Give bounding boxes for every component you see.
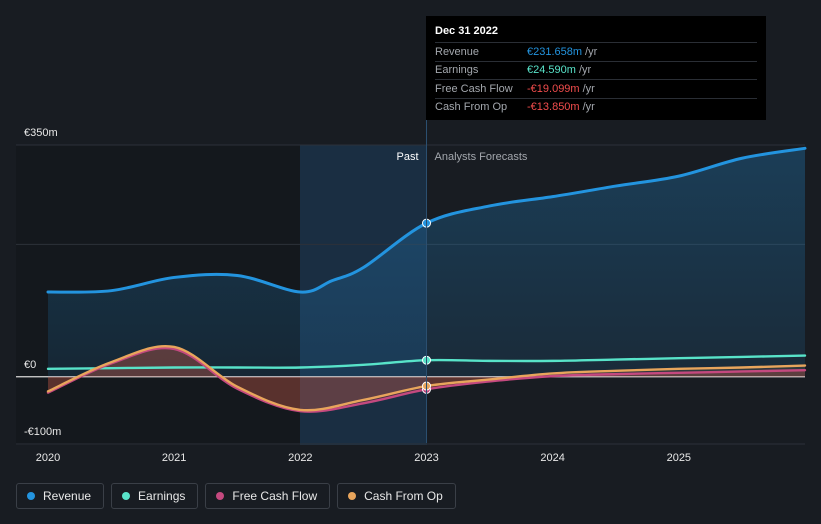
tooltip-value: €231.658m [527,45,583,58]
legend-label: Earnings [138,489,186,503]
legend-item-earnings[interactable]: Earnings [111,483,199,509]
tooltip-label: Revenue [435,45,480,58]
x-tick-label: 2024 [540,452,564,464]
tooltip-unit: /yr [585,45,598,58]
x-tick-label: 2022 [288,452,312,464]
x-tick-label: 2023 [414,452,438,464]
y-tick-label: €350m [24,127,58,139]
tooltip-value: -€13.850m [527,101,580,114]
legend: Revenue Earnings Free Cash Flow Cash Fro… [16,483,456,511]
cash-from-op-line [46,344,807,412]
revenue-dot-icon [27,492,35,500]
earnings-dot-icon [122,492,131,500]
x-tick-label: 2021 [162,452,186,464]
y-tick-label: -€100m [24,426,61,438]
legend-item-revenue[interactable]: Revenue [16,483,105,509]
free-cash-flow-dot-icon [216,492,225,500]
tooltip-row-revenue: Revenue €231.658m /yr [435,42,757,61]
tooltip-unit: /yr [582,82,595,95]
free-cash-flow-line [46,346,807,413]
tooltip-row-cash-from-op: Cash From Op -€13.850m /yr [435,97,757,117]
tooltip-unit: /yr [582,101,595,114]
tooltip-value: €24.590m [527,64,576,77]
legend-item-cash-from-op[interactable]: Cash From Op [337,483,456,509]
financials-chart: Past Analysts Forecasts €350m €0 -€100m 2020 2… [16,120,807,464]
tooltip-label: Earnings [435,64,479,77]
forecast-label: Analysts Forecasts [435,151,528,163]
x-tick-label: 2020 [36,452,60,464]
y-tick-label: €0 [24,359,36,371]
tooltip-date: Dec 31 2022 [435,25,498,37]
tooltip-label: Cash From Op [435,101,508,114]
past-label: Past [396,151,418,163]
tooltip-unit: /yr [578,64,592,77]
legend-label: Cash From Op [364,489,443,503]
tooltip-row-free-cash-flow: Free Cash Flow -€19.099m /yr [435,79,757,98]
tooltip: Dec 31 2022 Revenue €231.658m /yr Earnin… [426,16,766,120]
tooltip-value: -€19.099m [527,82,580,95]
x-tick-label: 2025 [667,452,691,464]
legend-label: Free Cash Flow [232,489,318,503]
tooltip-label: Free Cash Flow [435,82,513,95]
cash-from-op-dot-icon [348,492,357,500]
revenue-line [46,146,807,294]
legend-label: Revenue [43,489,92,503]
tooltip-row-earnings: Earnings €24.590m /yr [435,60,757,80]
legend-item-free-cash-flow[interactable]: Free Cash Flow [205,483,331,509]
